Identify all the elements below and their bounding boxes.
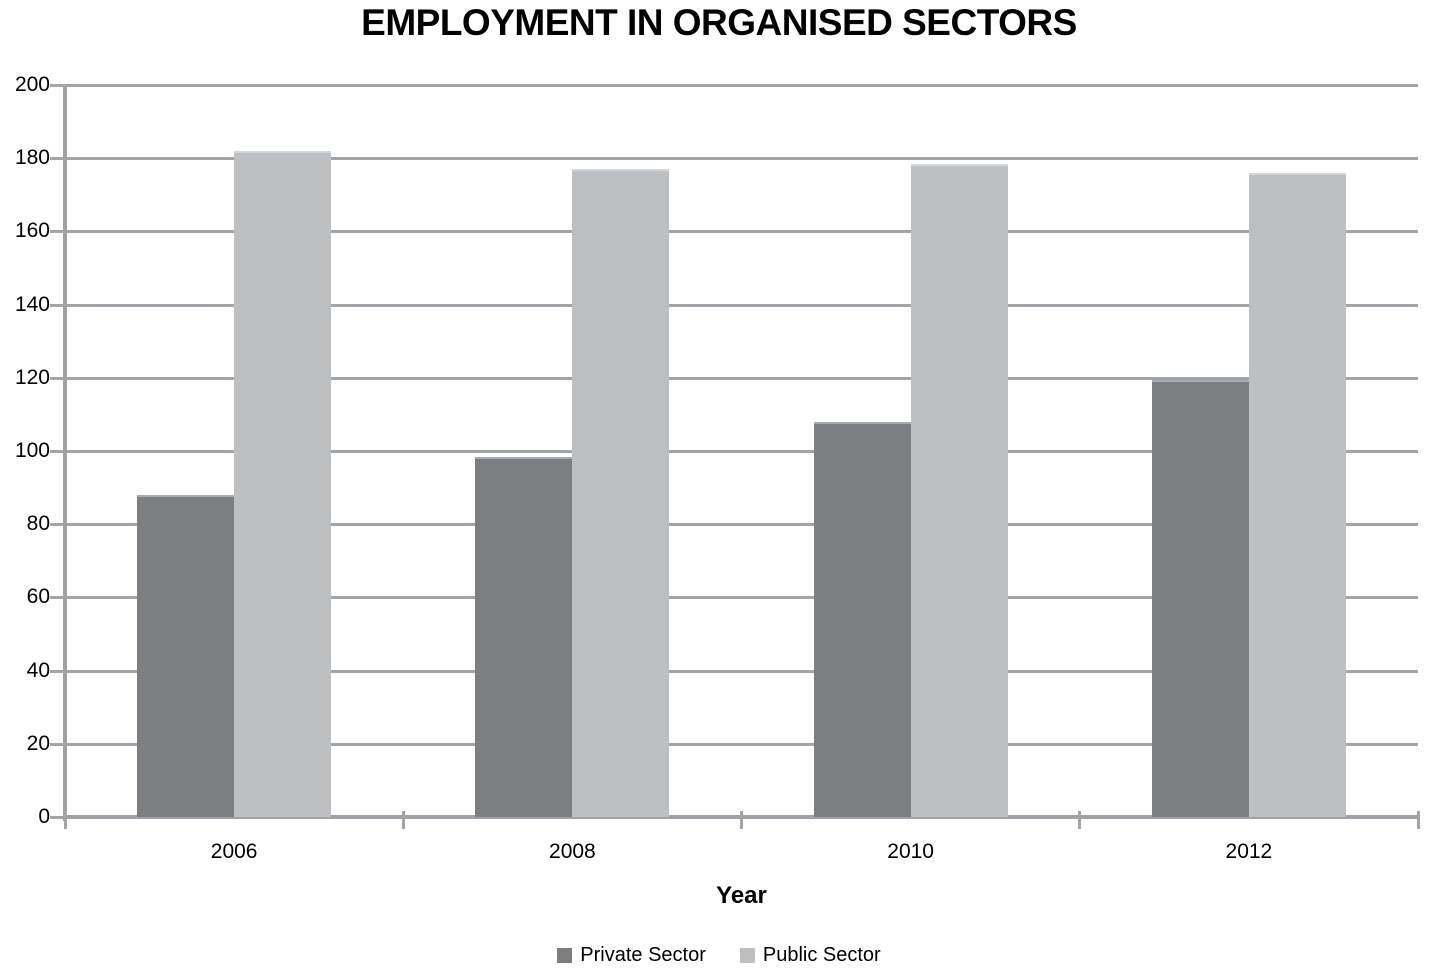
y-axis-label-80: 80 [26,512,50,536]
gridline-180 [65,157,1418,161]
y-axis-label-120: 120 [14,365,50,389]
bar-private-sector-2010 [813,421,911,817]
plot-area [65,84,1418,817]
gridline-200 [65,84,1418,87]
x-tick-0 [63,811,67,829]
bar-public-sector-2010 [910,163,1008,817]
gridline-40 [65,669,1418,673]
y-axis-label-60: 60 [26,585,50,609]
bar-private-sector-2006 [137,494,235,817]
x-tick-4 [1416,811,1420,829]
gridline-20 [65,742,1418,746]
y-tick-0 [50,816,65,819]
x-axis-title: Year [716,882,767,909]
bar-private-sector-2012 [1151,379,1249,817]
y-axis-label-0: 0 [38,805,50,828]
y-tick-40 [50,669,65,673]
y-tick-140 [50,303,65,307]
bar-public-sector-2006 [234,150,332,817]
y-axis-label-180: 180 [14,146,50,170]
legend-item-private-sector: Private Sector [557,944,706,967]
bar-public-sector-2012 [1248,172,1346,817]
x-tick-3 [1078,811,1082,829]
gridline-140 [65,303,1418,307]
chart-title: EMPLOYMENT IN ORGANISED SECTORS [361,2,1077,43]
y-axis-line [63,85,67,821]
bar-public-sector-2008 [572,169,670,817]
legend-swatch-icon [739,948,755,963]
legend-label: Public Sector [762,944,881,966]
x-axis-label-2008: 2008 [549,840,596,863]
y-tick-100 [50,450,65,453]
y-axis-label-40: 40 [26,658,50,682]
y-tick-180 [50,157,65,161]
x-tick-1 [401,811,405,829]
y-tick-80 [50,523,65,527]
y-axis-label-20: 20 [26,731,50,755]
gridline-100 [65,450,1418,453]
y-axis-label-200: 200 [14,73,50,96]
y-tick-60 [50,596,65,600]
y-axis-label-160: 160 [14,219,50,243]
x-axis-label-2006: 2006 [210,840,258,863]
y-tick-120 [50,376,65,380]
gridline-60 [65,596,1418,600]
x-tick-2 [740,811,743,829]
gridline-160 [65,230,1418,234]
legend-label: Private Sector [580,944,706,966]
legend: Private Sector Public Sector [0,944,1438,967]
x-axis-label-2012: 2012 [1225,840,1273,863]
y-tick-200 [50,84,65,87]
gridline-80 [65,523,1418,527]
gridline-120 [65,376,1418,380]
y-tick-160 [50,230,65,234]
y-axis-label-140: 140 [14,292,50,316]
y-tick-20 [50,742,65,746]
x-axis-label-2010: 2010 [887,840,934,863]
bar-private-sector-2008 [475,456,573,817]
legend-swatch-icon [557,948,573,963]
legend-item-public-sector: Public Sector [739,944,881,967]
y-axis-label-100: 100 [14,439,50,462]
